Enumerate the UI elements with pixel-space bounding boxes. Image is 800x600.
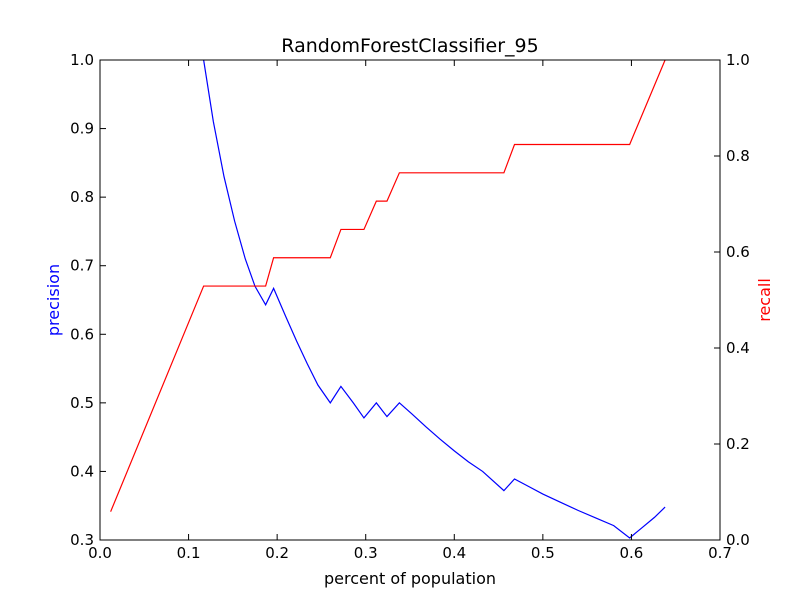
left-y-tick-label: 0.5 <box>70 394 94 412</box>
x-tick-label: 0.4 <box>442 544 466 562</box>
right-y-tick-label: 0.6 <box>726 243 750 261</box>
chart-title: RandomForestClassifier_95 <box>281 35 538 57</box>
right-y-tick-label: 0.8 <box>726 147 750 165</box>
x-tick-label: 0.5 <box>531 544 555 562</box>
right-y-axis-ticks: 0.0 0.2 0.4 0.6 0.8 1.0 <box>714 51 750 549</box>
x-tick-label: 0.3 <box>354 544 378 562</box>
left-y-tick-label: 0.7 <box>70 257 94 275</box>
left-y-tick-label: 0.9 <box>70 120 94 138</box>
precision-series-line <box>203 59 666 539</box>
left-y-tick-label: 0.3 <box>70 531 94 549</box>
left-y-tick-label: 0.6 <box>70 325 94 343</box>
left-y-tick-label: 0.8 <box>70 188 94 206</box>
left-y-tick-label: 1.0 <box>70 51 94 69</box>
left-y-axis-label: precision <box>44 264 63 336</box>
x-tick-label: 0.2 <box>265 544 289 562</box>
right-y-tick-label: 0.4 <box>726 339 750 357</box>
x-axis-ticks: 0.0 0.1 0.2 0.3 0.4 0.5 0.6 0.7 <box>88 60 732 562</box>
plot-frame <box>99 59 721 541</box>
plot-series <box>110 59 666 539</box>
right-y-tick-label: 0.2 <box>726 435 750 453</box>
left-y-axis-ticks: 0.3 0.4 0.5 0.6 0.7 0.8 0.9 1.0 <box>70 51 106 549</box>
x-tick-label: 0.7 <box>708 544 732 562</box>
x-tick-label: 0.0 <box>88 544 112 562</box>
x-tick-label: 0.1 <box>177 544 201 562</box>
right-y-tick-label: 1.0 <box>726 51 750 69</box>
right-y-tick-label: 0.0 <box>726 531 750 549</box>
right-y-axis-label: recall <box>755 278 774 322</box>
recall-series-line <box>110 59 666 512</box>
x-axis-label: percent of population <box>324 569 496 588</box>
left-y-tick-label: 0.4 <box>70 462 94 480</box>
x-tick-label: 0.6 <box>619 544 643 562</box>
